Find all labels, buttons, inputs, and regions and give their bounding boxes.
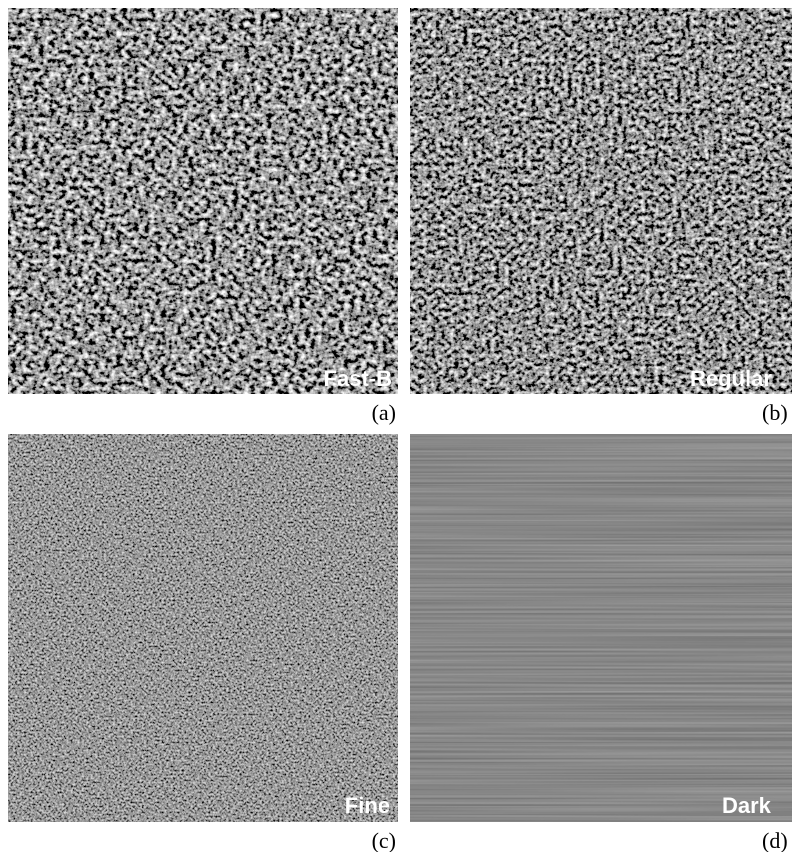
panel-label: Fast-B [324,366,392,391]
noise-image [410,8,792,394]
panel-caption: (d) [762,828,788,852]
panel-label: Dark [722,793,772,818]
panel-caption: (b) [762,400,788,425]
panel-caption: (a) [372,400,396,425]
panel-label: Fine [345,793,390,818]
noise-image [410,434,792,822]
panel-caption: (c) [372,828,396,852]
noise-image [8,8,398,394]
noise-image [8,434,398,822]
panel-label: Regular [690,366,772,391]
